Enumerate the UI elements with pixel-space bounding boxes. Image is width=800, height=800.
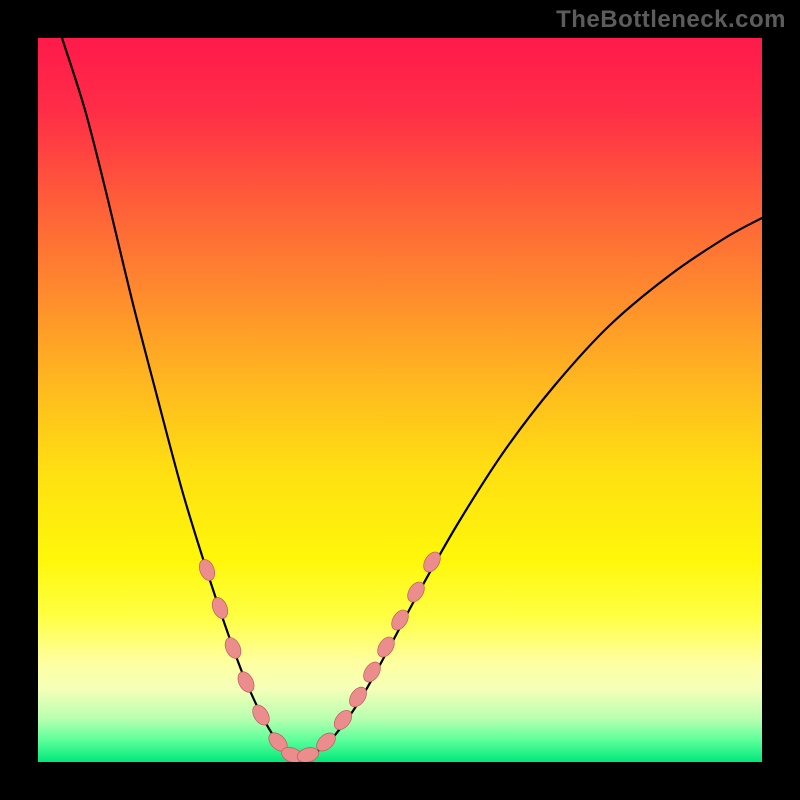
curve-left-branch bbox=[62, 38, 300, 758]
curve-marker bbox=[249, 702, 273, 728]
curve-marker bbox=[331, 707, 356, 733]
curve-marker bbox=[209, 595, 230, 621]
bottleneck-curve-chart bbox=[0, 0, 800, 800]
frame-bottom bbox=[0, 762, 800, 800]
curve-marker bbox=[222, 635, 244, 661]
frame-left bbox=[0, 0, 38, 800]
curve-marker bbox=[196, 557, 217, 583]
frame-right bbox=[762, 0, 800, 800]
marker-group bbox=[196, 549, 443, 765]
curve-marker bbox=[235, 669, 258, 695]
watermark-text: TheBottleneck.com bbox=[556, 6, 786, 34]
